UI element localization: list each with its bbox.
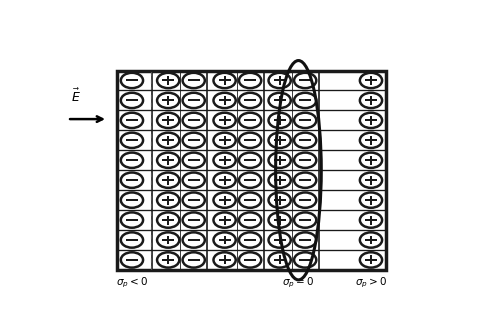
Circle shape [214, 93, 236, 108]
Circle shape [183, 133, 205, 148]
Circle shape [183, 193, 205, 208]
Circle shape [214, 153, 236, 168]
Circle shape [157, 232, 179, 248]
Circle shape [239, 232, 261, 248]
Circle shape [239, 133, 261, 148]
Circle shape [239, 73, 261, 88]
Circle shape [360, 212, 382, 228]
Circle shape [294, 212, 316, 228]
Circle shape [239, 193, 261, 208]
Bar [117, 70, 386, 270]
Circle shape [183, 212, 205, 228]
Circle shape [294, 232, 316, 248]
Circle shape [294, 193, 316, 208]
Circle shape [157, 153, 179, 168]
Circle shape [157, 212, 179, 228]
Circle shape [214, 252, 236, 268]
Circle shape [214, 232, 236, 248]
Circle shape [157, 193, 179, 208]
Circle shape [157, 252, 179, 268]
Circle shape [183, 113, 205, 128]
Circle shape [239, 153, 261, 168]
Circle shape [360, 113, 382, 128]
Circle shape [121, 212, 143, 228]
Circle shape [121, 153, 143, 168]
Circle shape [269, 252, 291, 268]
Circle shape [183, 252, 205, 268]
Circle shape [121, 73, 143, 88]
Circle shape [360, 193, 382, 208]
Circle shape [269, 113, 291, 128]
Circle shape [269, 173, 291, 188]
Circle shape [121, 193, 143, 208]
Circle shape [360, 232, 382, 248]
Circle shape [214, 193, 236, 208]
Circle shape [121, 232, 143, 248]
Circle shape [214, 173, 236, 188]
Circle shape [239, 173, 261, 188]
Circle shape [294, 73, 316, 88]
Circle shape [294, 173, 316, 188]
Circle shape [121, 113, 143, 128]
Circle shape [121, 252, 143, 268]
Circle shape [269, 212, 291, 228]
Circle shape [239, 113, 261, 128]
Circle shape [214, 212, 236, 228]
Circle shape [360, 93, 382, 108]
Circle shape [157, 93, 179, 108]
Circle shape [360, 133, 382, 148]
Circle shape [157, 113, 179, 128]
Circle shape [157, 73, 179, 88]
Circle shape [157, 173, 179, 188]
Circle shape [157, 133, 179, 148]
Circle shape [360, 73, 382, 88]
Circle shape [360, 153, 382, 168]
Circle shape [121, 173, 143, 188]
Circle shape [269, 232, 291, 248]
Circle shape [239, 212, 261, 228]
Circle shape [294, 113, 316, 128]
Circle shape [214, 133, 236, 148]
Circle shape [269, 193, 291, 208]
Circle shape [214, 113, 236, 128]
Circle shape [183, 232, 205, 248]
Text: $\sigma_p = 0$: $\sigma_p = 0$ [282, 276, 315, 290]
Circle shape [294, 153, 316, 168]
Circle shape [294, 93, 316, 108]
Circle shape [121, 133, 143, 148]
Circle shape [183, 173, 205, 188]
Text: $\sigma_p < 0$: $\sigma_p < 0$ [116, 276, 148, 290]
Circle shape [239, 93, 261, 108]
Circle shape [214, 73, 236, 88]
Circle shape [183, 153, 205, 168]
Circle shape [183, 73, 205, 88]
Circle shape [294, 252, 316, 268]
Circle shape [183, 93, 205, 108]
Text: $\vec{E}$: $\vec{E}$ [71, 88, 81, 105]
Circle shape [294, 133, 316, 148]
Circle shape [269, 153, 291, 168]
Circle shape [269, 93, 291, 108]
Circle shape [360, 252, 382, 268]
Circle shape [360, 173, 382, 188]
Circle shape [269, 133, 291, 148]
Text: $\sigma_p > 0$: $\sigma_p > 0$ [355, 276, 387, 290]
Circle shape [239, 252, 261, 268]
Circle shape [269, 73, 291, 88]
Circle shape [121, 93, 143, 108]
